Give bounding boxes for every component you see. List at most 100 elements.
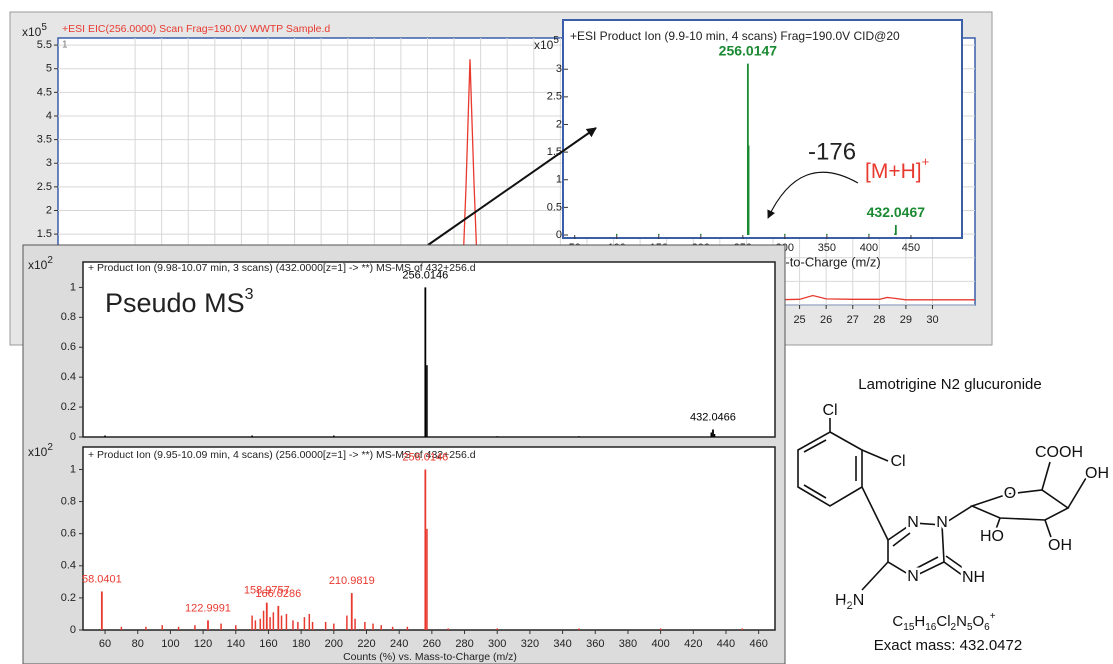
y-tick-label: 0 [70,431,76,443]
y-tick-label: 0.8 [61,495,76,507]
benzene-ring [797,431,863,507]
amine-n: N [853,592,865,609]
bond [1044,519,1053,541]
ion-label: [M+H]+ [865,154,929,182]
plot-area [82,261,776,438]
bond [943,561,963,576]
x-tick-label: 380 [619,638,637,650]
peak-label: 256.0146 [402,451,448,463]
x-tick-label: 30 [926,314,938,326]
atom-label: HO [980,528,1004,545]
x-tick-label: 26 [820,314,832,326]
pseudo-ms-text: Pseudo MS [105,288,245,318]
double-bond [892,532,911,547]
bond [861,449,889,462]
formula-part: 16 [925,622,937,633]
double-bond [914,556,939,570]
multiplier-exponent: 5 [553,35,559,46]
y-tick-label: 0.5 [547,201,562,213]
bond [941,505,973,526]
chart-title: + Product Ion (9.98-10.07 min, 3 scans) … [88,262,476,274]
formula-part: 5 [967,622,973,633]
y-tick-label: 2.5 [37,181,52,193]
multiplier-base: x10 [22,25,42,39]
msms-annotations: Pseudo MS3 [105,286,254,318]
formula-part: + [990,611,996,622]
y-tick-label: 2 [46,204,52,216]
x-tick-label: 260 [423,638,441,650]
peak-label: 432.0466 [690,411,736,423]
y-tick-label: 0.4 [61,560,76,572]
y-tick-label: 2 [556,118,562,130]
peak-annotation: 1 [62,40,68,51]
x-tick-label: 450 [902,242,920,254]
loss-label: -176 [808,138,856,165]
loss-arrow [767,171,859,219]
x-tick-label: 120 [194,638,212,650]
plot-marks [616,63,897,235]
double-bond [945,555,964,569]
x-tick-label: 340 [553,638,571,650]
x-tick-label: 200 [325,638,343,650]
y-tick-label: 0 [70,624,76,636]
y-multiplier: x105 [22,22,47,40]
inset-annotations: -176 [M+H]+ [767,138,929,219]
y-tick-label: 0.2 [61,401,76,413]
y-tick-label: 0.4 [61,371,76,383]
pseudo-ms3-label: Pseudo MS3 [105,286,254,318]
y-tick-label: 2.5 [547,91,562,103]
y-multiplier: x102 [28,442,53,460]
peak-label: 158.9757 [244,585,290,597]
y-tick-label: 4.5 [37,86,52,98]
peak-label: 122.9991 [185,602,231,614]
y-tick-label: 4 [46,110,52,122]
y-tick-label: 5 [46,63,52,75]
y-tick-label: 3 [556,63,562,75]
y-tick-label: 1 [70,463,76,475]
double-bond [803,484,827,499]
formula-part: O [973,613,985,630]
x-tick-label: 420 [684,638,702,650]
y-tick-label: 0 [556,229,562,241]
y-multiplier: x105 [534,35,559,53]
x-tick-label: 220 [357,638,375,650]
atom-label: Cl [822,402,837,419]
atom-label: N [936,514,948,531]
peak-label: 256.0147 [719,42,778,58]
x-tick-label: 360 [586,638,604,650]
y-tick-label: 0.6 [61,528,76,540]
y-tick-label: 3 [46,157,52,169]
chart-title: + Product Ion (9.95-10.09 min, 4 scans) … [88,449,476,461]
atom-label: OH [1085,465,1109,482]
compound-name: Lamotrigine N2 glucuronide [858,376,1041,393]
y-multiplier: x102 [28,255,53,273]
multiplier-base: x10 [534,38,554,52]
formula-part: H [914,613,925,630]
atom-label: COOH [1035,444,1083,461]
amine-count: 2 [847,600,853,612]
x-tick-label: 80 [132,638,144,650]
structure: Lamotrigine N2 glucuronide Cl Cl N N N N… [797,373,1112,654]
atom-label: Cl [890,453,905,470]
inset-panel: 00.511.522.5350100150200250300350400450C… [534,19,963,269]
y-tick-label: 0.6 [61,341,76,353]
x-tick-label: 160 [259,638,277,650]
atom-label: N [907,568,919,585]
peak-label: 166.0286 [255,588,301,600]
x-tick-label: 350 [818,242,836,254]
x-tick-label: 400 [860,242,878,254]
x-tick-label: 60 [99,638,111,650]
multiplier-exponent: 2 [47,255,53,266]
x-tick-label: 28 [873,314,885,326]
y-tick-label: 1 [556,174,562,186]
multiplier-exponent: 5 [41,22,47,33]
multiplier-base: x10 [28,258,48,272]
atom-label: N [907,514,919,531]
y-tick-label: 1 [70,281,76,293]
peak-label: 256.0146 [402,269,448,281]
plot-area [82,446,776,631]
formula-part: 15 [903,622,915,633]
peak-label: 210.9819 [329,575,375,587]
bond [1067,477,1087,509]
multiplier-exponent: 2 [47,442,53,453]
